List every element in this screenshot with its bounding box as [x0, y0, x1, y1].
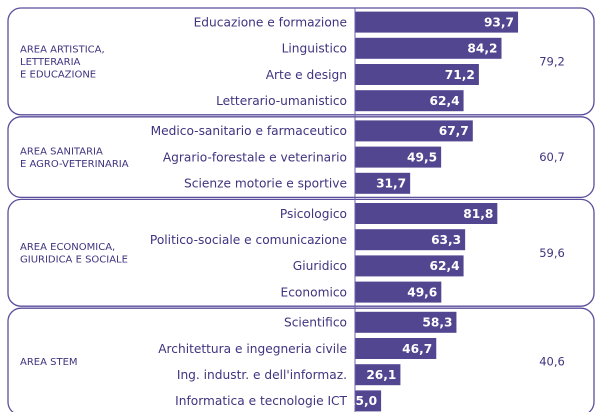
- value-label-2-3: 49,6: [407, 285, 437, 299]
- category-label-3-1: Architettura e ingegneria civile: [158, 342, 347, 356]
- value-label-0-1: 84,2: [467, 42, 497, 56]
- area-label-0-2: E EDUCAZIONE: [20, 69, 96, 80]
- value-label-0-2: 71,2: [445, 68, 475, 82]
- bar-3-2: [355, 364, 401, 386]
- area-box-3: [7, 307, 595, 412]
- area-box-0: [7, 7, 595, 116]
- area-average-2: 59,6: [539, 246, 565, 260]
- bar-3-3: [355, 390, 382, 412]
- bar-1-2: [355, 172, 411, 194]
- value-label-2-2: 62,4: [429, 259, 459, 273]
- area-average-0: 79,2: [539, 54, 565, 68]
- category-label-1-1: Agrario-forestale e veterinario: [163, 150, 347, 164]
- bar-0-1: [355, 37, 502, 59]
- bar-2-1: [355, 229, 466, 251]
- category-label-0-2: Arte e design: [266, 68, 347, 82]
- bars: [354, 8, 519, 412]
- bar-1-1: [355, 146, 442, 168]
- bar-2-3: [355, 281, 442, 303]
- bar-0-2: [355, 64, 479, 85]
- value-label-2-1: 63,3: [431, 233, 461, 247]
- category-label-0-0: Educazione e formazione: [194, 15, 347, 29]
- value-label-3-0: 58,3: [422, 316, 452, 330]
- category-label-1-0: Medico-sanitario e farmaceutico: [151, 124, 347, 138]
- value-label-1-1: 49,5: [407, 150, 437, 164]
- bar-3-0: [355, 311, 457, 333]
- area-label-3-0: AREA STEM: [20, 357, 78, 368]
- area-box-2: [7, 198, 595, 307]
- value-label-3-2: 26,1: [366, 368, 396, 382]
- value-label-0-3: 62,4: [429, 94, 459, 108]
- value-label-0-0: 93,7: [484, 15, 514, 29]
- bar-1-0: [355, 120, 473, 142]
- bar-3-1: [355, 338, 437, 359]
- area-label-0-1: LETTERARIA: [20, 57, 81, 68]
- area-label-1-0: AREA SANITARIA: [20, 146, 103, 157]
- bar-0-3: [355, 90, 464, 112]
- area-label-2-1: GIURIDICA E SOCIALE: [20, 255, 128, 266]
- value-label-1-0: 67,7: [439, 124, 469, 138]
- category-label-2-2: Giuridico: [293, 259, 347, 273]
- value-label-3-1: 46,7: [402, 342, 432, 356]
- area-average-1: 60,7: [539, 150, 565, 164]
- category-label-2-3: Economico: [281, 285, 347, 299]
- value-label-2-0: 81,8: [463, 207, 493, 221]
- value-label-1-2: 31,7: [376, 177, 406, 191]
- category-label-1-2: Scienze motorie e sportive: [184, 177, 347, 191]
- area-boxes: [7, 7, 595, 412]
- category-label-0-1: Linguistico: [282, 42, 347, 56]
- value-label-3-3: 15,0: [347, 394, 377, 408]
- area-average-3: 40,6: [539, 355, 565, 369]
- area-label-2-0: AREA ECONOMICA,: [20, 242, 115, 253]
- category-label-3-0: Scientifico: [284, 316, 347, 330]
- bar-2-0: [355, 203, 498, 224]
- area-label-0-0: AREA ARTISTICA,: [20, 44, 105, 55]
- category-label-2-1: Politico-sociale e comunicazione: [150, 233, 347, 247]
- bar-2-2: [355, 255, 464, 277]
- area-label-1-1: E AGRO-VETERINARIA: [20, 159, 129, 170]
- category-label-3-3: Informatica e tecnologie ICT: [175, 394, 347, 408]
- category-label-3-2: Ing. industr. e dell'informaz.: [177, 368, 347, 382]
- bar-0-0: [355, 11, 519, 33]
- category-label-0-3: Letterario-umanistico: [216, 94, 347, 108]
- category-label-2-0: Psicologico: [280, 207, 347, 221]
